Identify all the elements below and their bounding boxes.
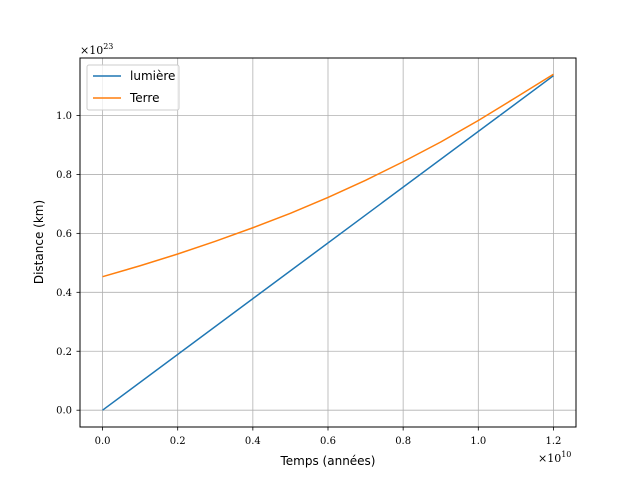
y-tick-label: 0.6 xyxy=(56,229,72,240)
legend: lumière Terre xyxy=(86,64,180,111)
series-line-1 xyxy=(102,73,554,278)
legend-label-lumiere: lumière xyxy=(130,69,175,83)
y-tick-label: 0.0 xyxy=(56,406,72,417)
y-multiplier: ×1023 xyxy=(80,42,113,57)
x-tick-label: 0.2 xyxy=(170,436,186,447)
y-multiplier-base: ×10 xyxy=(80,44,103,57)
x-tick-label: 0.0 xyxy=(95,436,111,447)
y-tick-label: 1.0 xyxy=(56,111,72,122)
x-tick-label: 0.4 xyxy=(245,436,261,447)
y-axis-label: Distance (km) xyxy=(32,200,46,284)
x-tick-label: 1.0 xyxy=(470,436,486,447)
x-ticks: 0.0 0.2 0.4 0.6 0.8 1.0 1.2 xyxy=(95,427,562,447)
x-axis-label: Temps (années) xyxy=(280,454,376,468)
legend-label-terre: Terre xyxy=(129,91,159,105)
x-multiplier: ×1010 xyxy=(538,450,571,465)
x-tick-label: 1.2 xyxy=(546,436,562,447)
x-multiplier-exponent: 10 xyxy=(561,450,571,459)
y-tick-label: 0.4 xyxy=(56,288,72,299)
series-line-0 xyxy=(102,75,554,411)
grid-lines xyxy=(80,58,576,427)
y-multiplier-exponent: 23 xyxy=(103,42,113,51)
y-ticks: 0.0 0.2 0.4 0.6 0.8 1.0 xyxy=(56,111,80,417)
y-tick-label: 0.2 xyxy=(56,347,72,358)
x-tick-label: 0.6 xyxy=(320,436,336,447)
x-multiplier-base: ×10 xyxy=(538,452,561,465)
series-lines xyxy=(102,73,554,411)
x-tick-label: 0.8 xyxy=(395,436,411,447)
y-tick-label: 0.8 xyxy=(56,170,72,181)
